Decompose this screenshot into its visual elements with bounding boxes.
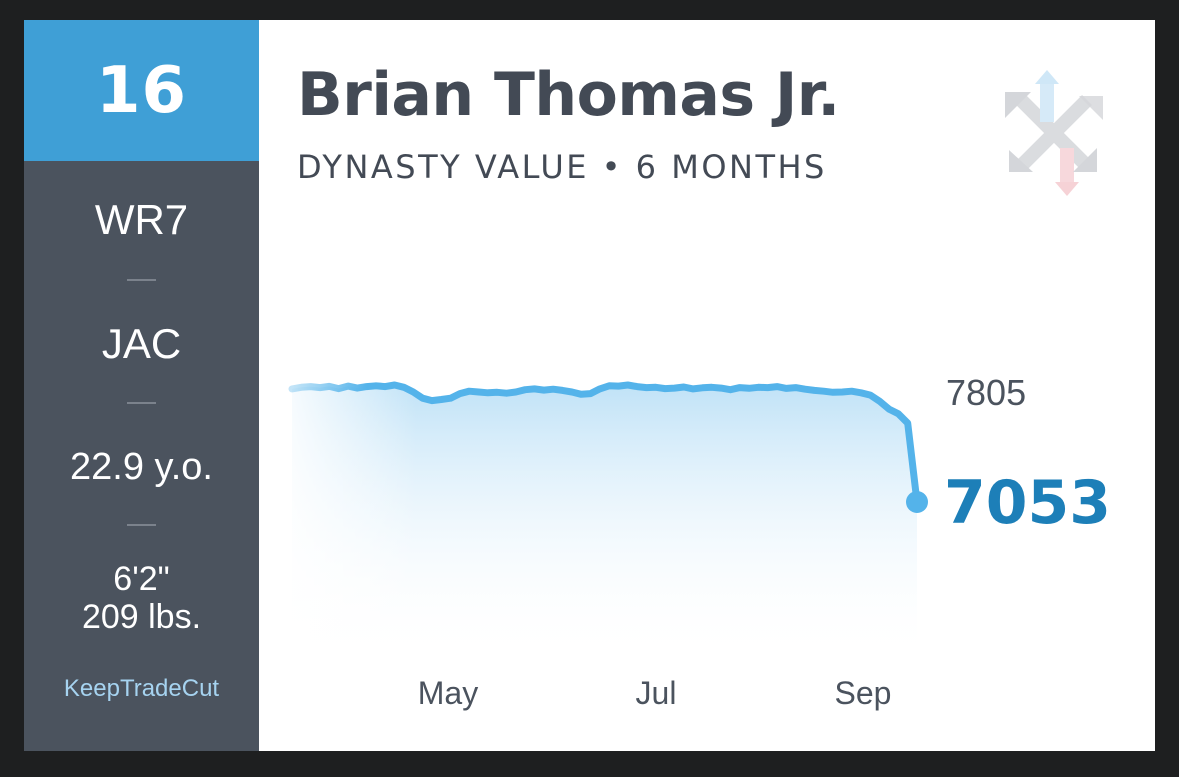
- keeptradecut-logo-icon: [1005, 70, 1103, 196]
- current-value-point: [906, 491, 928, 513]
- brand-name[interactable]: KeepTradeCut: [63, 675, 220, 702]
- max-value-label: 7805: [946, 372, 1026, 413]
- current-value-label: 7053: [944, 468, 1111, 538]
- age: 22.9 y.o.: [70, 446, 213, 488]
- team: JAC: [101, 320, 182, 367]
- player-sidebar: 16 WR7 JAC 22.9 y.o. 6'2" 209 lbs. KeepT…: [24, 20, 259, 751]
- divider: [127, 524, 156, 526]
- weight: 209 lbs.: [81, 598, 202, 636]
- area-fade-overlay: [292, 375, 917, 660]
- player-card: 16 WR7 JAC 22.9 y.o. 6'2" 209 lbs. KeepT…: [24, 20, 1155, 751]
- value-chart: May Jul Sep 7805 7053: [288, 372, 1111, 711]
- x-tick-label: Jul: [636, 675, 677, 711]
- divider: [127, 402, 156, 404]
- x-tick-label: May: [418, 675, 478, 711]
- overall-rank: 16: [95, 53, 188, 128]
- value-line: [288, 381, 921, 506]
- height: 6'2": [113, 560, 170, 598]
- player-name: Brian Thomas Jr.: [297, 60, 840, 130]
- x-tick-label: Sep: [835, 675, 892, 711]
- rank-badge: 16: [24, 20, 259, 161]
- chart-subtitle: DYNASTY VALUE • 6 MONTHS: [297, 148, 827, 186]
- position-rank: WR7: [94, 196, 189, 243]
- divider: [127, 279, 156, 281]
